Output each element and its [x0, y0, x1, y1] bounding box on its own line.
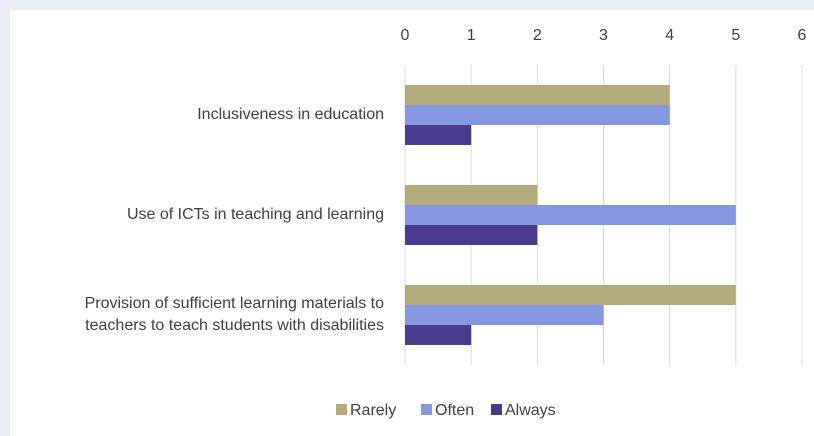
legend-swatch — [336, 404, 347, 415]
x-tick-label: 0 — [401, 27, 410, 44]
bar — [405, 285, 736, 305]
x-tick-label: 2 — [533, 27, 542, 44]
x-tick-label: 4 — [665, 27, 674, 44]
legend-label: Always — [505, 402, 556, 419]
y-tick-label: Provision of sufficient learning materia… — [84, 295, 384, 334]
legend-swatch — [421, 404, 432, 415]
bar — [405, 185, 538, 205]
bar — [405, 225, 538, 245]
x-tick-label: 5 — [731, 27, 740, 44]
bar — [405, 85, 670, 105]
y-tick-label: Use of ICTs in teaching and learning — [126, 206, 384, 223]
bar — [405, 125, 472, 145]
bar — [405, 105, 670, 125]
x-tick-label: 3 — [599, 27, 608, 44]
legend-label: Rarely — [350, 402, 396, 419]
bar — [405, 205, 736, 225]
x-tick-label: 1 — [467, 27, 476, 44]
legend-label: Often — [435, 402, 474, 419]
x-tick-label: 6 — [798, 27, 807, 44]
y-tick-label: Inclusiveness in education — [197, 106, 384, 123]
legend-swatch — [491, 404, 502, 415]
bar — [405, 325, 472, 345]
bar — [405, 305, 604, 325]
